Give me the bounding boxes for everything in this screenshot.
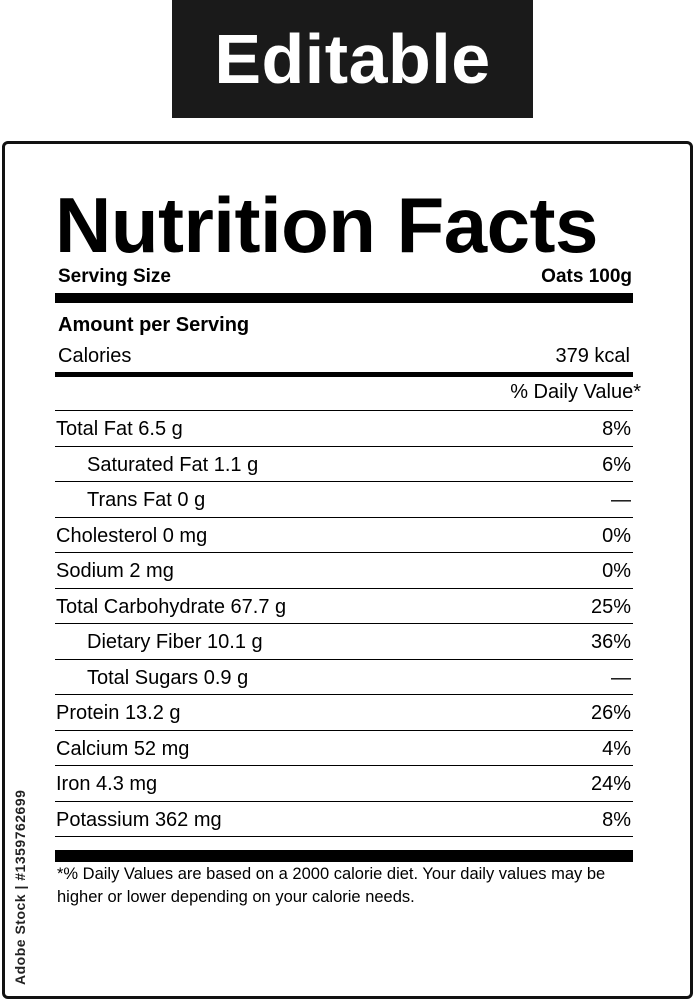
daily-value-header: % Daily Value* xyxy=(510,381,641,403)
calories-value: 379 kcal xyxy=(555,345,631,367)
nutrient-row: Dietary Fiber 10.1 g 36% xyxy=(56,627,631,657)
row-divider xyxy=(55,481,633,482)
row-divider xyxy=(55,765,633,766)
nutrient-name: Dietary Fiber xyxy=(87,630,202,653)
footnote: *% Daily Values are based on a 2000 calo… xyxy=(57,865,606,906)
nutrient-name-amount: Potassium 362 mg xyxy=(56,809,222,832)
nutrient-name-amount: Cholesterol 0 mg xyxy=(56,525,207,548)
serving-size-value: Oats 100g xyxy=(541,266,632,287)
nutrient-amount: 6.5 g xyxy=(138,417,183,440)
calories-label: Calories xyxy=(58,345,132,367)
nutrient-name-amount: Iron 4.3 mg xyxy=(56,773,157,796)
nutrient-row: Sodium 2 mg 0% xyxy=(56,556,631,586)
nutrient-name-amount: Total Fat 6.5 g xyxy=(56,418,183,441)
nutrient-amount: 0.9 g xyxy=(203,666,249,689)
nutrient-daily-value: 0% xyxy=(602,559,631,582)
editable-banner-text: Editable xyxy=(214,20,491,98)
nutrient-row: Trans Fat 0 g — xyxy=(56,485,631,515)
nutrient-name-amount: Calcium 52 mg xyxy=(56,738,189,761)
nutrient-name: Cholesterol xyxy=(56,524,158,547)
serving-size-label: Serving Size xyxy=(58,266,171,287)
nutrient-row: Cholesterol 0 mg 0% xyxy=(56,521,631,551)
nutrient-daily-value: 25% xyxy=(590,595,631,618)
row-divider xyxy=(55,623,633,624)
nutrient-row: Iron 4.3 mg 24% xyxy=(56,769,631,799)
medium-divider xyxy=(55,372,633,377)
nutrient-name: Total Carbohydrate xyxy=(56,595,225,618)
stock-watermark: Adobe Stock | #1359762699 xyxy=(12,789,28,985)
nutrient-amount: 10.1 g xyxy=(207,630,263,653)
row-divider xyxy=(55,694,633,695)
nutrient-name: Total Sugars xyxy=(87,666,199,689)
nutrient-daily-value: 0% xyxy=(602,524,631,547)
calories-row: Calories 379 kcal xyxy=(58,345,630,368)
nutrient-daily-value: 8% xyxy=(602,808,631,831)
nutrient-name: Total Fat xyxy=(56,417,133,440)
nutrient-row: Total Carbohydrate 67.7 g 25% xyxy=(56,592,631,622)
nutrient-daily-value: 8% xyxy=(602,417,631,440)
nutrient-name: Iron xyxy=(56,772,91,795)
nutrient-name: Protein xyxy=(56,701,120,724)
nutrient-amount: 52 mg xyxy=(133,737,190,760)
row-divider xyxy=(55,552,633,553)
row-divider xyxy=(55,801,633,802)
nutrient-daily-value: 24% xyxy=(590,772,631,795)
row-divider xyxy=(55,517,633,518)
row-divider xyxy=(55,836,633,837)
row-divider xyxy=(55,410,633,411)
nutrient-row: Potassium 362 mg 8% xyxy=(56,805,631,835)
nutrient-name-amount: Total Carbohydrate 67.7 g xyxy=(56,596,286,619)
nutrient-row: Calcium 52 mg 4% xyxy=(56,734,631,764)
nutrient-row: Total Sugars 0.9 g — xyxy=(56,663,631,693)
editable-banner: Editable xyxy=(172,0,533,118)
nutrient-daily-value: 4% xyxy=(602,737,631,760)
row-divider xyxy=(55,730,633,731)
nutrient-amount: 2 mg xyxy=(129,559,174,582)
nutrient-amount: 0 g xyxy=(177,488,206,511)
nutrient-amount: 1.1 g xyxy=(213,453,259,476)
nutrient-name: Sodium xyxy=(56,559,124,582)
nutrient-row: Total Fat 6.5 g 8% xyxy=(56,414,631,444)
nutrient-name-amount: Trans Fat 0 g xyxy=(56,489,205,512)
nutrient-name-amount: Protein 13.2 g xyxy=(56,702,181,725)
nutrient-name: Saturated Fat xyxy=(87,453,209,476)
nutrient-daily-value: 6% xyxy=(602,453,631,476)
nutrient-name: Trans Fat xyxy=(87,488,172,511)
nutrient-name: Potassium xyxy=(56,808,150,831)
nutrient-name-amount: Dietary Fiber 10.1 g xyxy=(56,631,263,654)
nutrient-amount: 13.2 g xyxy=(124,701,181,724)
nutrient-amount: 0 mg xyxy=(162,524,208,547)
nutrient-amount: 67.7 g xyxy=(230,595,287,618)
nutrient-daily-value: — xyxy=(611,488,631,511)
nutrient-name-amount: Sodium 2 mg xyxy=(56,560,174,583)
thick-divider-bottom xyxy=(55,850,633,862)
nutrient-row: Protein 13.2 g 26% xyxy=(56,698,631,728)
row-divider xyxy=(55,588,633,589)
row-divider xyxy=(55,659,633,660)
nutrient-daily-value: 36% xyxy=(590,630,631,653)
label-title: Nutrition Facts xyxy=(55,181,598,269)
nutrient-name-amount: Saturated Fat 1.1 g xyxy=(56,454,258,477)
thick-divider-top xyxy=(55,293,633,303)
nutrient-row: Saturated Fat 1.1 g 6% xyxy=(56,450,631,480)
nutrient-name: Calcium xyxy=(56,737,129,760)
serving-size-row: Serving Size Oats 100g xyxy=(58,266,632,288)
nutrient-amount: 4.3 mg xyxy=(96,772,158,795)
row-divider xyxy=(55,446,633,447)
amount-per-serving: Amount per Serving xyxy=(58,314,250,336)
nutrient-daily-value: — xyxy=(611,666,631,689)
nutrient-daily-value: 26% xyxy=(590,701,631,724)
nutrient-amount: 362 mg xyxy=(154,808,222,831)
nutrient-name-amount: Total Sugars 0.9 g xyxy=(56,667,248,690)
